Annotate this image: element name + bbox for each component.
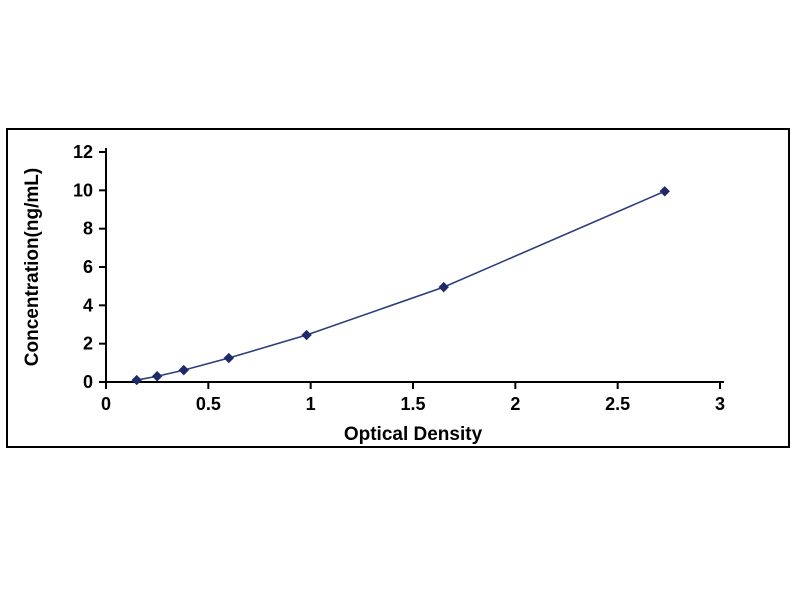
- y-tick-label: 8: [83, 219, 93, 239]
- x-tick-label: 2.5: [605, 394, 630, 414]
- x-tick-label: 1.5: [400, 394, 425, 414]
- y-tick-label: 12: [73, 142, 93, 162]
- data-point-marker: [438, 281, 449, 293]
- y-tick-label: 2: [83, 334, 93, 354]
- data-point-marker: [151, 371, 163, 382]
- x-tick-label: 3: [715, 394, 725, 414]
- series-line: [136, 190, 666, 381]
- y-tick-label: 6: [83, 257, 93, 277]
- data-point-marker: [223, 352, 235, 364]
- data-point-marker: [178, 364, 189, 376]
- standard-curve-chart: 0 0.5 1 1.5 2 2.5 3 0 2 4 6 8 10 12 Optical Density Con…: [22, 142, 725, 445]
- x-tick-label: 1: [306, 394, 316, 414]
- data-point-marker: [301, 329, 312, 341]
- x-tick-label: 2: [510, 394, 520, 414]
- y-axis-title: Concentration(ng/mL): [22, 168, 43, 366]
- y-tick-label: 0: [83, 372, 93, 392]
- y-tick-label: 4: [83, 295, 93, 315]
- standard-curve-panel: 0 0.5 1 1.5 2 2.5 3 0 2 4 6 8 10 12 Optical Density Con…: [6, 128, 790, 448]
- x-tick-label: 0.5: [196, 394, 221, 414]
- data-point-marker: [659, 186, 670, 197]
- x-tick-label: 0: [101, 394, 111, 414]
- data-point-marker: [131, 374, 142, 386]
- y-tick-label: 10: [73, 180, 93, 200]
- x-axis-title: Optical Density: [344, 424, 483, 445]
